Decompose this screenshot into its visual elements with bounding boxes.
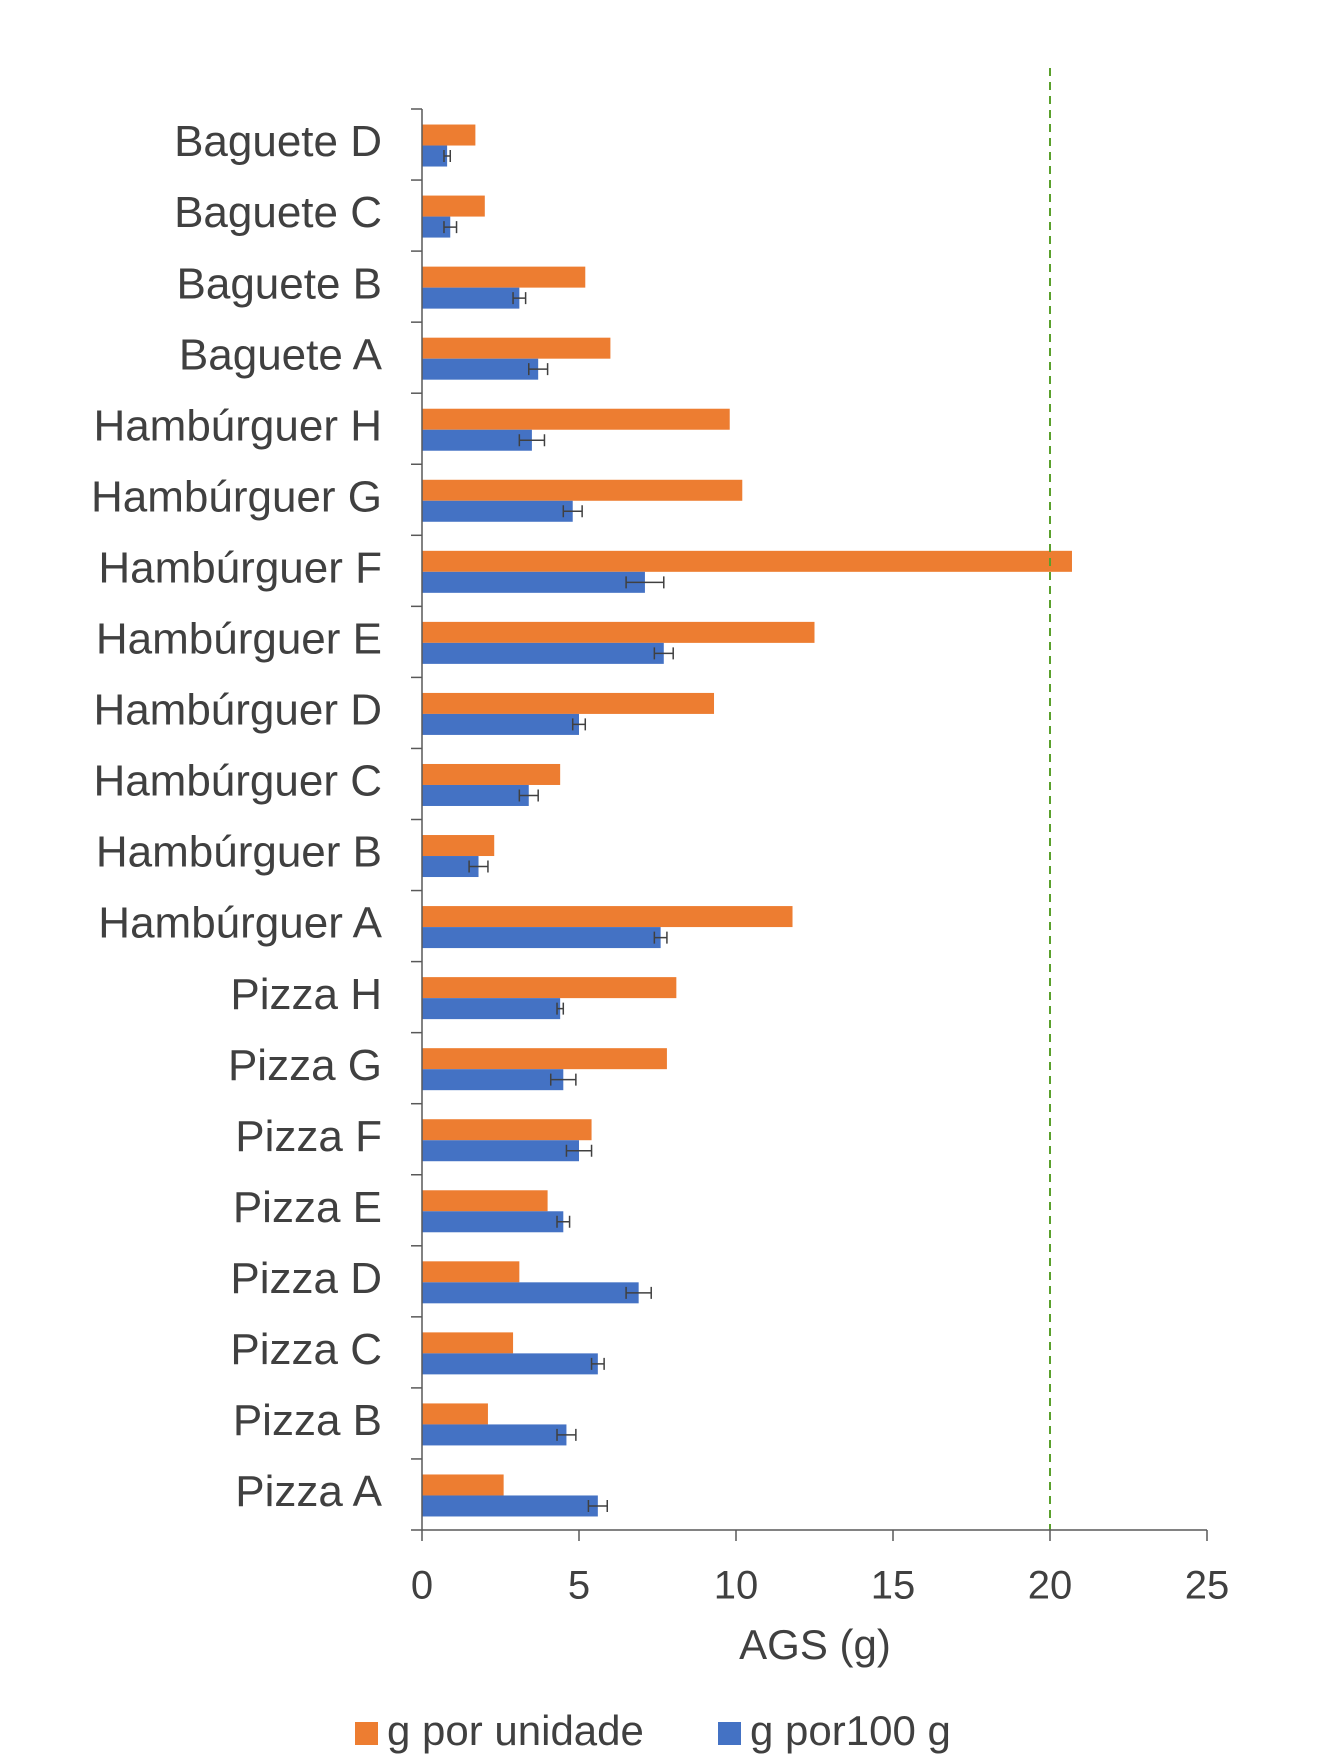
y-tick-label: Pizza C <box>230 1325 382 1374</box>
y-tick-label: Baguete D <box>174 117 382 166</box>
y-tick-label: Hambúrguer A <box>98 899 382 948</box>
error-bar <box>556 1428 577 1441</box>
error-bar <box>556 1215 571 1228</box>
error-bar <box>653 931 668 944</box>
error-bar <box>590 1357 605 1370</box>
bar <box>422 479 743 501</box>
x-tick-label: 5 <box>568 1564 590 1608</box>
y-tick-label: Hambúrguer E <box>96 615 382 664</box>
bar <box>422 1069 564 1091</box>
bar <box>422 358 539 380</box>
y-tick-label: Hambúrguer F <box>98 543 382 592</box>
error-bar <box>443 221 458 234</box>
bar <box>422 1211 564 1233</box>
legend-swatch <box>355 1722 378 1745</box>
bar <box>422 977 677 999</box>
legend-label: g por100 g <box>750 1707 951 1754</box>
y-tick-label: Hambúrguer B <box>96 828 382 877</box>
bar <box>422 713 579 735</box>
bar <box>422 642 664 664</box>
error-bar <box>556 1002 565 1015</box>
error-bar <box>528 363 549 376</box>
error-bar <box>587 1499 609 1512</box>
bar <box>422 195 485 217</box>
bar <box>422 763 561 785</box>
bar <box>422 784 529 806</box>
error-bar <box>653 647 674 660</box>
bar <box>422 1261 520 1283</box>
bar <box>422 856 479 878</box>
bar <box>422 1403 488 1425</box>
bar <box>422 692 715 714</box>
bar <box>422 835 495 857</box>
error-bar <box>518 434 546 447</box>
bar <box>422 550 1072 572</box>
bar <box>422 1048 667 1070</box>
legend-label: g por unidade <box>387 1707 644 1754</box>
bar <box>422 145 448 167</box>
y-tick-label: Baguete C <box>174 188 382 237</box>
bar <box>422 124 476 146</box>
y-tick-label: Baguete A <box>179 330 383 379</box>
y-tick-label: Hambúrguer G <box>91 472 382 521</box>
bar <box>422 1495 598 1517</box>
y-tick-label: Pizza A <box>235 1467 382 1516</box>
error-bar <box>625 1286 652 1299</box>
bar <box>422 1424 567 1446</box>
y-tick-label: Pizza B <box>233 1396 382 1445</box>
x-tick-label: 20 <box>1028 1564 1073 1608</box>
bar <box>422 429 532 451</box>
bar <box>422 571 645 593</box>
bar <box>422 1332 514 1354</box>
bar <box>422 927 661 949</box>
legend-swatch <box>718 1722 741 1745</box>
error-bar <box>625 576 665 589</box>
y-tick-label: Pizza G <box>228 1041 382 1090</box>
bar <box>422 408 730 430</box>
x-tick-label: 15 <box>871 1564 916 1608</box>
y-tick-label: Pizza F <box>235 1112 382 1161</box>
error-bar <box>549 1073 577 1086</box>
bar <box>422 621 815 643</box>
bar <box>422 1353 598 1375</box>
y-tick-label: Pizza H <box>230 970 382 1019</box>
x-tick-label: 0 <box>411 1564 433 1608</box>
bar <box>422 1282 639 1304</box>
x-axis-title: AGS (g) <box>739 1621 891 1668</box>
bar <box>422 216 451 238</box>
error-bar <box>571 718 587 731</box>
error-bar <box>562 505 583 518</box>
bar <box>422 1119 592 1141</box>
bar <box>422 337 611 359</box>
error-bar <box>565 1144 593 1157</box>
bar <box>422 906 793 928</box>
y-tick-label: Hambúrguer C <box>93 757 382 806</box>
error-bar <box>468 860 489 873</box>
x-tick-label: 25 <box>1185 1564 1230 1608</box>
y-tick-label: Hambúrguer H <box>93 401 382 450</box>
bar <box>422 1190 548 1212</box>
bar <box>422 266 586 288</box>
error-bar <box>518 789 539 802</box>
x-tick-label: 10 <box>714 1564 759 1608</box>
error-bar <box>443 150 452 163</box>
y-tick-label: Pizza E <box>233 1183 382 1232</box>
y-tick-label: Pizza D <box>230 1254 382 1303</box>
bar <box>422 287 520 309</box>
bar <box>422 998 561 1020</box>
y-tick-label: Hambúrguer D <box>93 686 382 735</box>
y-tick-label: Baguete B <box>177 259 383 308</box>
bar <box>422 1474 504 1496</box>
bar <box>422 500 573 522</box>
bar <box>422 1140 579 1162</box>
error-bar <box>512 292 527 305</box>
